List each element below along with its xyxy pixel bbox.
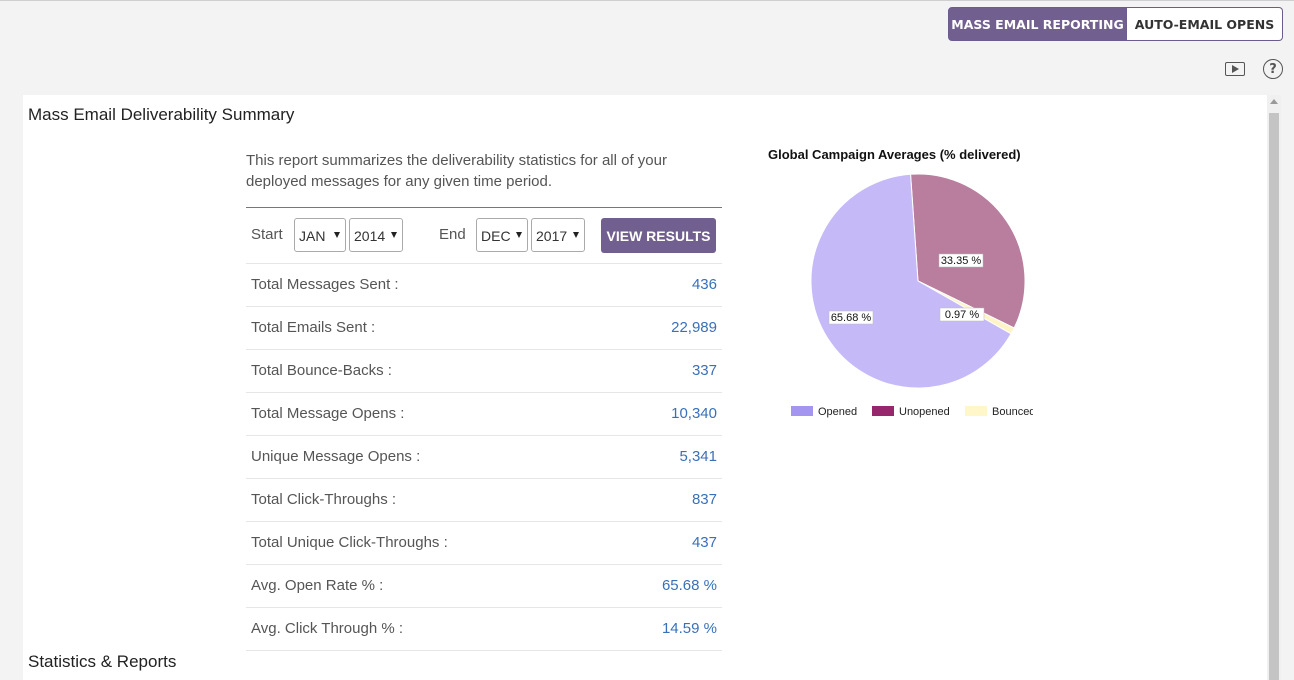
pie-chart-svg: 65.68 % 33.35 % 0.97 % Opened Unopened Bounce… — [791, 173, 1033, 418]
pie-slice-unopened[interactable] — [910, 173, 1026, 329]
pie-slice-opened[interactable] — [810, 173, 1012, 389]
scrollbar[interactable] — [1267, 95, 1281, 680]
svg-text:33.35 %: 33.35 % — [941, 255, 982, 267]
start-label: Start — [251, 226, 283, 243]
end-year-value: 2017 — [536, 228, 568, 244]
video-play-icon[interactable] — [1225, 62, 1245, 76]
chart-title: Global Campaign Averages (% delivered) — [768, 147, 1021, 162]
svg-text:0.97 %: 0.97 % — [945, 309, 979, 321]
table-row: Unique Message Opens : 5,341 — [246, 435, 722, 478]
statistics-reports-title: Statistics & Reports — [28, 652, 177, 671]
scroll-up-icon[interactable] — [1270, 99, 1278, 104]
tab-mass-email-reporting[interactable]: MASS EMAIL REPORTING — [948, 7, 1127, 41]
scroll-thumb[interactable] — [1269, 113, 1279, 680]
end-year-select[interactable]: 2017 — [531, 218, 585, 252]
end-label: End — [439, 226, 466, 243]
main-panel: Mass Email Deliverability Summary This r… — [23, 95, 1267, 680]
stat-label: Total Click-Throughs : — [251, 491, 397, 508]
view-results-button[interactable]: VIEW RESULTS — [601, 218, 716, 253]
slice-data-label: 33.35 % — [938, 253, 984, 268]
legend-label: Bounced — [992, 406, 1033, 418]
pie-chart: Global Campaign Averages (% delivered) 6… — [763, 145, 1033, 435]
stat-value[interactable]: 14.59 % — [661, 620, 717, 637]
stat-label: Total Unique Click-Throughs : — [251, 534, 448, 551]
stat-value[interactable]: 5,341 — [679, 448, 717, 465]
stat-label: Unique Message Opens : — [251, 448, 421, 465]
date-filter: Start JAN 2014 End DEC 2017 VIEW RESULTS — [246, 218, 722, 264]
tab-auto-email-opens[interactable]: AUTO-EMAIL OPENS — [1127, 7, 1283, 41]
legend-swatch — [791, 406, 813, 416]
legend-label: Opened — [818, 406, 857, 418]
chevron-down-icon — [334, 232, 340, 238]
slice-data-label: 0.97 % — [939, 307, 985, 322]
stat-label: Total Message Opens : — [251, 405, 405, 422]
stats-table: Total Messages Sent : 436 Total Emails S… — [246, 263, 722, 651]
chevron-down-icon — [573, 232, 579, 238]
start-year-value: 2014 — [354, 228, 386, 244]
stat-value[interactable]: 10,340 — [671, 405, 717, 422]
legend-label: Unopened — [899, 406, 950, 418]
stat-value[interactable]: 437 — [691, 534, 717, 551]
stat-value[interactable]: 65.68 % — [661, 577, 717, 594]
stat-value[interactable]: 837 — [691, 491, 717, 508]
stat-label: Avg. Click Through % : — [251, 620, 404, 637]
summary-intro: This report summarizes the deliverabilit… — [246, 152, 667, 190]
start-month-value: JAN — [299, 228, 326, 244]
table-row: Avg. Open Rate % : 65.68 % — [246, 564, 722, 607]
svg-text:65.68 %: 65.68 % — [831, 312, 872, 324]
report-tabs: MASS EMAIL REPORTING AUTO-EMAIL OPENS — [948, 7, 1283, 41]
summary-title: Mass Email Deliverability Summary — [28, 105, 295, 124]
stat-value[interactable]: 337 — [691, 362, 717, 379]
stat-label: Total Emails Sent : — [251, 319, 376, 336]
start-month-select[interactable]: JAN — [294, 218, 346, 252]
stat-label: Total Bounce-Backs : — [251, 362, 392, 379]
table-row: Total Unique Click-Throughs : 437 — [246, 521, 722, 564]
table-row: Total Bounce-Backs : 337 — [246, 349, 722, 392]
question-circle-icon[interactable]: ? — [1263, 59, 1283, 79]
end-month-value: DEC — [481, 228, 511, 244]
stat-value[interactable]: 22,989 — [671, 319, 717, 336]
chevron-down-icon — [391, 232, 397, 238]
table-row: Total Emails Sent : 22,989 — [246, 306, 722, 349]
table-row: Total Messages Sent : 436 — [246, 263, 722, 306]
stat-value[interactable]: 436 — [691, 276, 717, 293]
stat-label: Avg. Open Rate % : — [251, 577, 384, 594]
start-year-select[interactable]: 2014 — [349, 218, 403, 252]
slice-data-label: 65.68 % — [828, 310, 874, 325]
table-row: Total Message Opens : 10,340 — [246, 392, 722, 435]
divider — [246, 207, 722, 208]
legend-swatch — [872, 406, 894, 416]
table-row: Avg. Click Through % : 14.59 % — [246, 607, 722, 651]
stat-label: Total Messages Sent : — [251, 276, 399, 293]
end-month-select[interactable]: DEC — [476, 218, 528, 252]
legend-swatch — [965, 406, 987, 416]
table-row: Total Click-Throughs : 837 — [246, 478, 722, 521]
chevron-down-icon — [516, 232, 522, 238]
